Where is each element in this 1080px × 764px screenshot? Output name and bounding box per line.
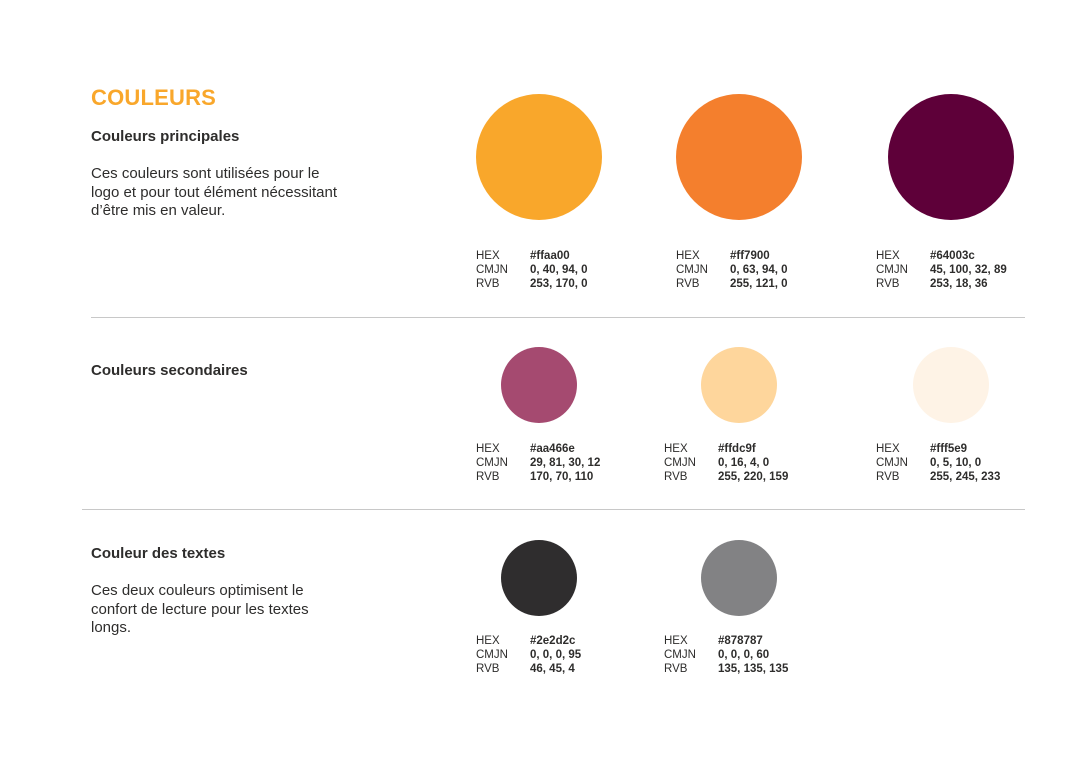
swatch-secondaire-1 — [501, 347, 577, 423]
hex-value: #fff5e9 — [930, 443, 968, 455]
cmjn-label: CMJN — [664, 457, 696, 469]
rvb-value: 253, 18, 36 — [930, 278, 988, 290]
hex-label: HEX — [876, 250, 900, 262]
hex-value: #ffaa00 — [530, 250, 570, 262]
section-description-principales: Ces couleurs sont utilisées pour le logo… — [91, 165, 337, 219]
cmjn-label: CMJN — [876, 457, 908, 469]
hex-label: HEX — [476, 250, 500, 262]
rvb-value: 46, 45, 4 — [530, 663, 575, 675]
section-title-textes: Couleur des textes — [91, 545, 226, 562]
rvb-value: 255, 245, 233 — [930, 471, 1001, 483]
hex-label: HEX — [876, 443, 900, 455]
cmjn-value: 0, 0, 0, 60 — [718, 649, 770, 661]
page-title: COULEURS — [91, 85, 217, 110]
hex-label: HEX — [664, 635, 688, 647]
section-title-principales: Couleurs principales — [91, 128, 240, 145]
swatch-texte-2 — [701, 540, 777, 616]
hex-value: #ff7900 — [730, 250, 770, 262]
cmjn-value: 0, 5, 10, 0 — [930, 457, 982, 469]
cmjn-label: CMJN — [876, 264, 908, 276]
section-title-secondaires: Couleurs secondaires — [91, 362, 248, 379]
color-codes-principal-2: HEX #ff7900 CMJN 0, 63, 94, 0 RVB 255, 1… — [676, 249, 788, 291]
cmjn-value: 29, 81, 30, 12 — [530, 457, 601, 469]
cmjn-label: CMJN — [676, 264, 708, 276]
hex-label: HEX — [476, 443, 500, 455]
rvb-value: 135, 135, 135 — [718, 663, 789, 675]
color-codes-secondaire-1: HEX #aa466e CMJN 29, 81, 30, 12 RVB 170,… — [476, 442, 600, 484]
rvb-label: RVB — [876, 278, 900, 290]
color-codes-principal-1: HEX #ffaa00 CMJN 0, 40, 94, 0 RVB 253, 1… — [476, 249, 588, 291]
rvb-label: RVB — [664, 471, 688, 483]
section-divider — [91, 317, 1025, 318]
cmjn-value: 0, 16, 4, 0 — [718, 457, 770, 469]
rvb-label: RVB — [676, 278, 700, 290]
cmjn-label: CMJN — [664, 649, 696, 661]
color-codes-texte-1: HEX #2e2d2c CMJN 0, 0, 0, 95 RVB 46, 45,… — [476, 634, 581, 676]
rvb-label: RVB — [476, 471, 500, 483]
rvb-value: 255, 220, 159 — [718, 471, 789, 483]
swatch-secondaire-3 — [913, 347, 989, 423]
cmjn-label: CMJN — [476, 264, 508, 276]
rvb-value: 253, 170, 0 — [530, 278, 588, 290]
cmjn-value: 0, 40, 94, 0 — [530, 264, 588, 276]
color-codes-secondaire-2: HEX #ffdc9f CMJN 0, 16, 4, 0 RVB 255, 22… — [664, 442, 788, 484]
swatch-texte-1 — [501, 540, 577, 616]
rvb-label: RVB — [664, 663, 688, 675]
section-divider — [82, 509, 1025, 510]
rvb-value: 255, 121, 0 — [730, 278, 788, 290]
cmjn-value: 0, 63, 94, 0 — [730, 264, 788, 276]
rvb-label: RVB — [876, 471, 900, 483]
hex-value: #2e2d2c — [530, 635, 576, 647]
hex-label: HEX — [676, 250, 700, 262]
color-codes-secondaire-3: HEX #fff5e9 CMJN 0, 5, 10, 0 RVB 255, 24… — [876, 442, 1000, 484]
color-codes-texte-2: HEX #878787 CMJN 0, 0, 0, 60 RVB 135, 13… — [664, 634, 788, 676]
hex-value: #aa466e — [530, 443, 575, 455]
cmjn-value: 0, 0, 0, 95 — [530, 649, 582, 661]
rvb-label: RVB — [476, 663, 500, 675]
color-codes-principal-3: HEX #64003c CMJN 45, 100, 32, 89 RVB 253… — [876, 249, 1007, 291]
hex-value: #64003c — [930, 250, 975, 262]
hex-label: HEX — [476, 635, 500, 647]
swatch-principal-3 — [888, 94, 1014, 220]
cmjn-label: CMJN — [476, 457, 508, 469]
cmjn-label: CMJN — [476, 649, 508, 661]
swatch-principal-1 — [476, 94, 602, 220]
swatch-principal-2 — [676, 94, 802, 220]
cmjn-value: 45, 100, 32, 89 — [930, 264, 1007, 276]
rvb-value: 170, 70, 110 — [530, 471, 594, 483]
swatch-secondaire-2 — [701, 347, 777, 423]
section-description-textes: Ces deux couleurs optimisent le confort … — [91, 582, 309, 636]
rvb-label: RVB — [476, 278, 500, 290]
hex-label: HEX — [664, 443, 688, 455]
hex-value: #ffdc9f — [718, 443, 756, 455]
hex-value: #878787 — [718, 635, 763, 647]
